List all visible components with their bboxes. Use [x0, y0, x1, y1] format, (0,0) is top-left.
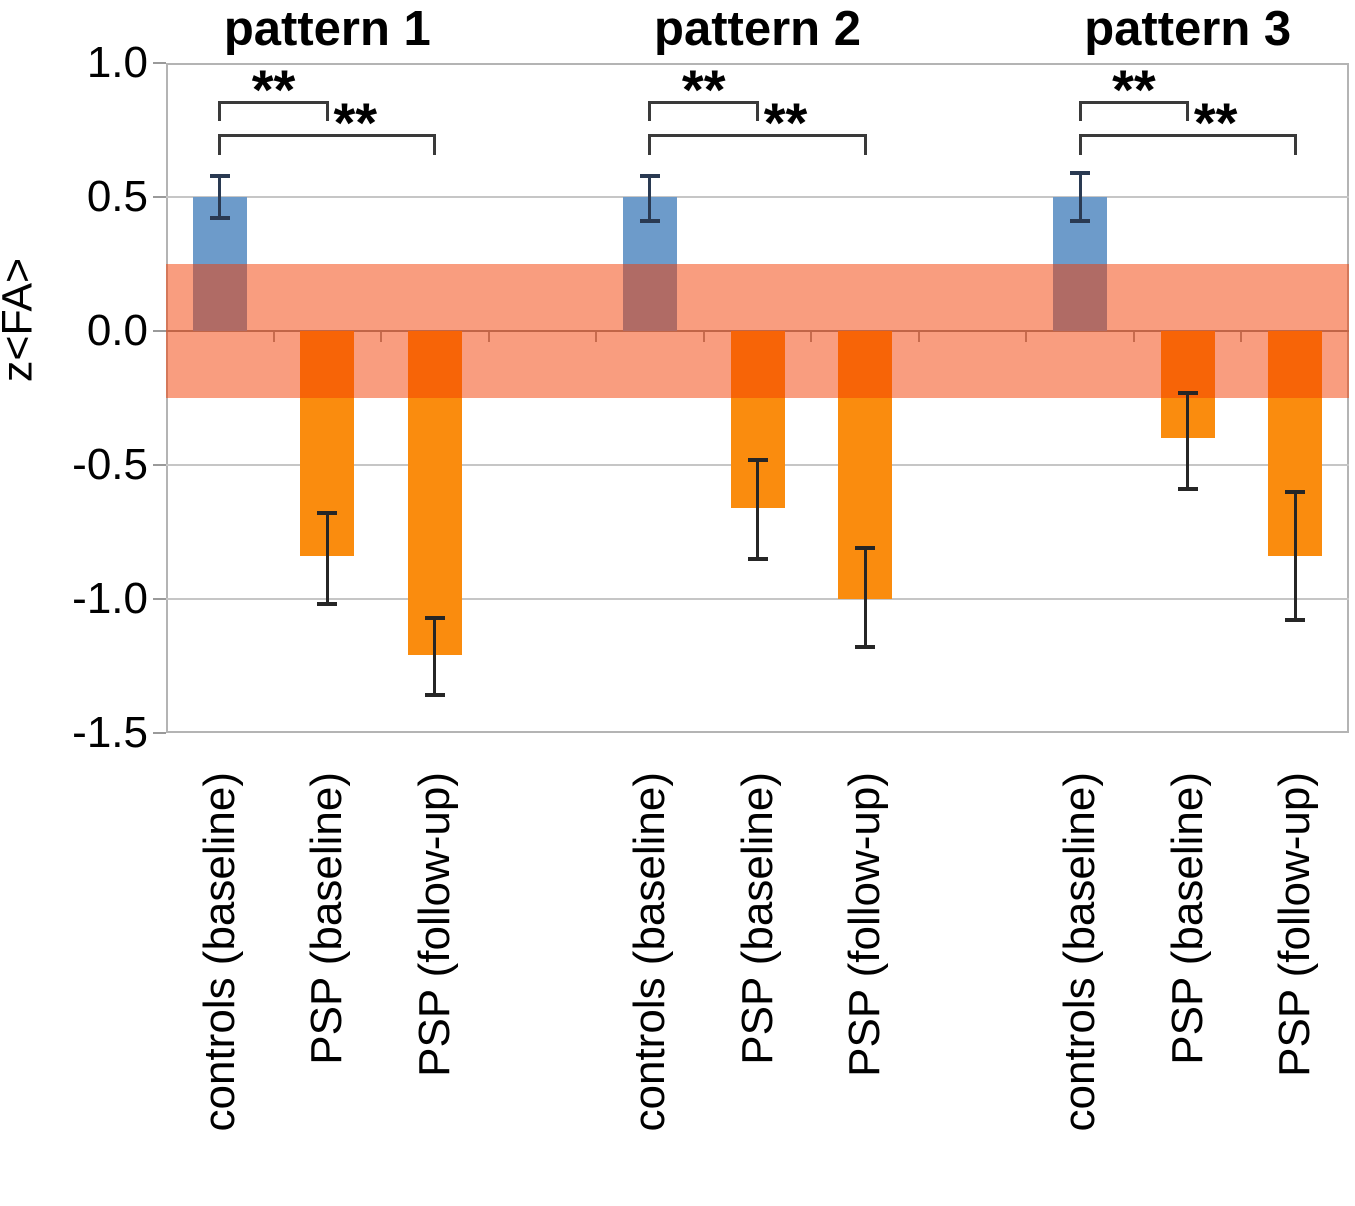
error-bar-cap-top [209, 173, 230, 178]
error-bar-cap-bottom [317, 602, 338, 607]
sig-star-label: ** [681, 58, 726, 121]
x-category-label: controls (baseline) [624, 772, 674, 1132]
sig-bracket-leg [1078, 101, 1082, 121]
error-bar-line [325, 513, 329, 605]
sig-bracket-bar [218, 134, 437, 137]
error-bar-cap-bottom [1285, 618, 1306, 623]
sig-star-label: ** [251, 58, 296, 121]
sig-bracket-bar [648, 101, 759, 104]
y-axis-tick [153, 464, 166, 466]
x-category-label: controls (baseline) [1055, 772, 1105, 1132]
sig-bracket-leg [756, 101, 759, 121]
sig-star-label: ** [333, 91, 378, 154]
error-bar-line [1186, 392, 1190, 490]
sig-bracket-bar [1078, 101, 1190, 104]
error-bar-cap-top [1070, 170, 1091, 175]
plot-border [166, 63, 1349, 733]
y-tick-label: -1.5 [72, 708, 148, 757]
error-bar-cap-bottom [424, 693, 445, 698]
highlight-band [166, 264, 1349, 398]
sig-star-label: ** [763, 91, 808, 154]
sig-bracket-leg [218, 134, 222, 155]
x-category-label: PSP (follow-up) [409, 772, 459, 1077]
y-axis-tick [153, 330, 166, 332]
error-bar-cap-top [1177, 390, 1198, 395]
x-category-label: PSP (follow-up) [840, 772, 890, 1077]
sig-bracket-leg [1186, 101, 1190, 121]
sig-star-label: ** [1193, 91, 1238, 154]
sig-bracket-leg [863, 134, 867, 155]
group-title: pattern 2 [654, 2, 861, 56]
error-bar-cap-top [639, 173, 660, 178]
error-bar-cap-bottom [1177, 487, 1198, 492]
y-axis-tick [153, 62, 166, 64]
sig-bracket-leg [433, 134, 437, 155]
error-bar-line [1293, 491, 1297, 621]
x-category-label: PSP (follow-up) [1270, 772, 1320, 1077]
error-bar-line [1078, 172, 1082, 222]
gridline [166, 598, 1349, 600]
sig-bracket-leg [1078, 134, 1082, 155]
y-tick-label: 1.0 [86, 38, 148, 87]
error-bar-cap-bottom [209, 216, 230, 221]
error-bar-cap-bottom [855, 645, 876, 650]
sig-bracket-leg [1293, 134, 1297, 155]
sig-bracket-bar [648, 134, 867, 137]
sig-bracket-leg [325, 101, 329, 121]
error-bar-cap-bottom [639, 219, 660, 224]
error-bar-cap-top [1285, 489, 1306, 494]
sig-bracket-leg [648, 134, 652, 155]
y-axis-tick [153, 196, 166, 198]
x-category-label: PSP (baseline) [302, 772, 352, 1065]
error-bar-cap-bottom [1070, 219, 1091, 224]
error-bar-line [756, 459, 759, 559]
sig-bracket-bar [218, 101, 329, 104]
sig-bracket-leg [218, 101, 222, 121]
error-bar-line [433, 617, 437, 696]
error-bar-line [863, 548, 867, 648]
gridline [166, 196, 1349, 198]
error-bar-cap-bottom [747, 556, 768, 561]
y-axis-tick [153, 598, 166, 600]
error-bar-cap-top [747, 457, 768, 462]
error-bar-cap-top [424, 615, 445, 620]
x-category-label: PSP (baseline) [1162, 772, 1212, 1065]
y-tick-label: -1.0 [72, 574, 148, 623]
y-tick-label: 0.0 [86, 306, 148, 355]
sig-bracket-leg [648, 101, 652, 121]
error-bar-cap-top [317, 511, 338, 516]
sig-bracket-bar [1078, 134, 1297, 137]
group-title: pattern 1 [223, 2, 431, 56]
y-tick-label: -0.5 [72, 440, 148, 489]
x-category-label: controls (baseline) [194, 772, 244, 1132]
error-bar-line [218, 175, 222, 219]
y-axis-tick [153, 732, 166, 734]
group-title: pattern 3 [1084, 2, 1292, 56]
x-category-label: PSP (baseline) [732, 772, 782, 1065]
y-tick-label: 0.5 [86, 172, 148, 221]
error-bar-line [648, 175, 652, 222]
sig-star-label: ** [1112, 58, 1156, 121]
error-bar-cap-top [855, 546, 876, 551]
